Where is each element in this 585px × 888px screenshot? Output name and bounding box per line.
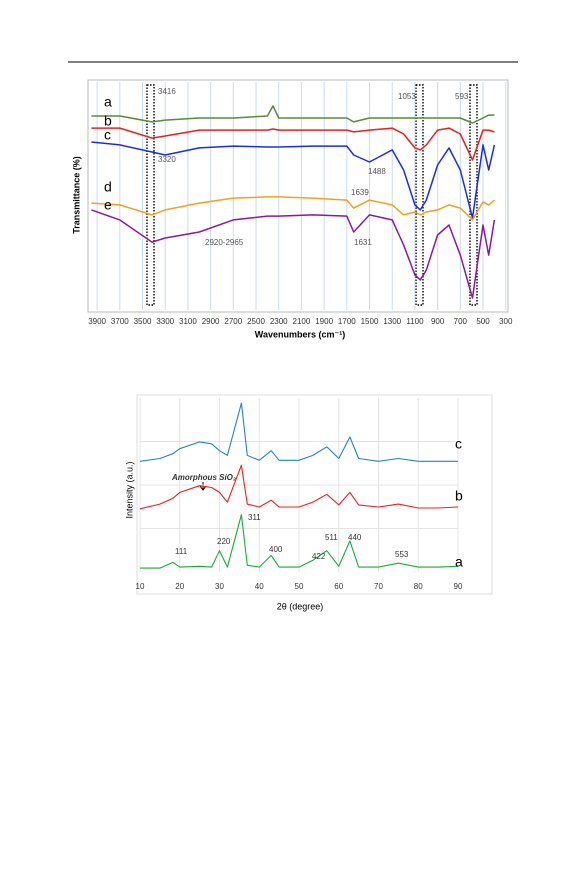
x-tick-label: 60 xyxy=(334,582,343,591)
x-tick-label: 1300 xyxy=(383,317,401,326)
series-label: d xyxy=(104,179,112,195)
x-tick-label: 40 xyxy=(255,582,264,591)
x-tick-label: 900 xyxy=(431,317,445,326)
x-tick-label: 90 xyxy=(454,582,463,591)
band-box xyxy=(469,84,478,306)
annotation: 1631 xyxy=(354,238,372,247)
x-tick-label: 300 xyxy=(499,317,513,326)
series-line xyxy=(139,402,458,462)
annotation: 553 xyxy=(395,550,409,559)
x-tick-label: 1900 xyxy=(315,317,333,326)
series-line xyxy=(91,105,495,124)
series-label: c xyxy=(455,436,462,452)
annotation: 2920-2965 xyxy=(205,238,244,247)
annotation: 422 xyxy=(312,552,326,561)
band-box xyxy=(146,84,155,306)
annotation: Amorphous SiO₂ xyxy=(171,473,236,482)
series-line xyxy=(91,127,495,161)
x-tick-label: 10 xyxy=(136,582,145,591)
x-axis-label: 2θ (degree) xyxy=(277,601,324,611)
x-tick-label: 2700 xyxy=(224,317,242,326)
series-line xyxy=(140,514,459,569)
series-label: a xyxy=(455,554,463,570)
annotation: 400 xyxy=(269,545,283,554)
x-tick-label: 3500 xyxy=(134,317,152,326)
annotation: 220 xyxy=(217,537,231,546)
xrd-frame xyxy=(136,394,493,595)
annotation: 3320 xyxy=(158,155,176,164)
band-box xyxy=(415,84,424,306)
series-label: a xyxy=(104,94,112,110)
y-axis-label: Transmittance (%) xyxy=(71,156,81,234)
annotation: 511 xyxy=(325,533,338,542)
series-line xyxy=(91,141,496,219)
x-tick-label: 2500 xyxy=(247,317,265,326)
x-tick-label: 3100 xyxy=(179,317,197,326)
series-label: c xyxy=(104,127,111,143)
ftir-frame xyxy=(87,79,509,313)
annotation: 311 xyxy=(248,513,261,522)
x-tick-label: 2100 xyxy=(293,317,311,326)
x-tick-label: 3700 xyxy=(111,317,129,326)
annotation: 111 xyxy=(175,547,188,556)
series-line xyxy=(91,196,495,221)
series-label: b xyxy=(455,488,463,504)
x-tick-label: 3900 xyxy=(88,317,106,326)
x-tick-label: 50 xyxy=(295,582,304,591)
annotation: 440 xyxy=(348,533,362,542)
x-tick-label: 1700 xyxy=(338,317,356,326)
annotation: 1053 xyxy=(398,92,416,101)
x-tick-label: 80 xyxy=(414,582,423,591)
x-tick-label: 500 xyxy=(476,317,490,326)
x-tick-label: 2900 xyxy=(202,317,220,326)
y-axis-label: Intensity (a.u.) xyxy=(124,461,134,518)
x-tick-label: 20 xyxy=(175,582,184,591)
band-markers xyxy=(146,84,478,306)
x-tick-label: 1500 xyxy=(361,317,379,326)
x-tick-label: 2300 xyxy=(270,317,288,326)
series-line xyxy=(91,209,496,299)
annotation: 593 xyxy=(455,92,469,101)
annotation: 1639 xyxy=(351,188,369,197)
x-axis-label: Wavenumbers (cm⁻¹) xyxy=(255,329,345,339)
x-tick-label: 30 xyxy=(215,582,224,591)
annotation: 3416 xyxy=(158,87,176,96)
x-tick-label: 70 xyxy=(374,582,383,591)
series-line xyxy=(139,464,459,510)
series-label: b xyxy=(104,113,112,129)
x-tick-label: 700 xyxy=(454,317,468,326)
x-tick-label: 1100 xyxy=(406,317,424,326)
series-label: e xyxy=(104,197,112,213)
x-tick-label: 3300 xyxy=(156,317,174,326)
annotation: 1488 xyxy=(368,167,386,176)
